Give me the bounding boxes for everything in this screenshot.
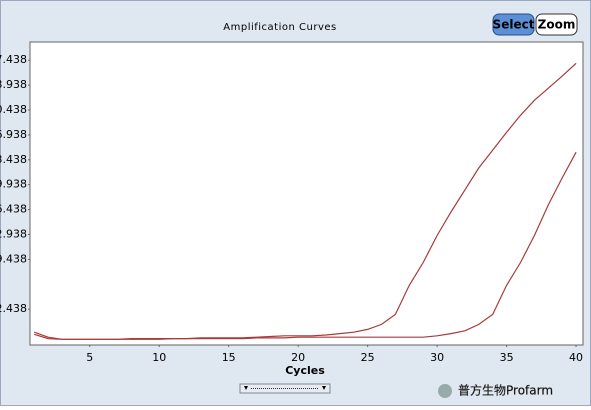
y-tick-label: 16.438 bbox=[0, 203, 27, 216]
chart-title: Amplification Curves bbox=[223, 22, 336, 33]
x-tick-label: 30 bbox=[430, 351, 444, 364]
y-tick-label: 26.938 bbox=[0, 128, 27, 141]
select-button[interactable] bbox=[492, 13, 535, 36]
zoom-button[interactable] bbox=[535, 13, 578, 36]
x-tick-label: 25 bbox=[361, 351, 375, 364]
x-axis-label: Cycles bbox=[285, 364, 325, 377]
y-tick-label: 2.438 bbox=[0, 302, 27, 315]
zoom-label[interactable]: Zoom bbox=[538, 18, 576, 32]
x-tick-label: 20 bbox=[291, 351, 305, 364]
select-label[interactable]: Select bbox=[493, 18, 535, 32]
x-tick-label: 15 bbox=[222, 351, 236, 364]
x-tick-label: 35 bbox=[500, 351, 514, 364]
wechat-icon bbox=[438, 384, 452, 398]
y-tick-label: 12.938 bbox=[0, 227, 27, 240]
x-tick-label: 5 bbox=[86, 351, 93, 364]
plot-area bbox=[29, 41, 584, 346]
y-tick-label: 33.938 bbox=[0, 78, 27, 91]
x-tick-label: 40 bbox=[569, 351, 583, 364]
watermark: 普方生物Profarm bbox=[458, 383, 553, 398]
y-tick-label: 19.938 bbox=[0, 178, 27, 191]
amplification-curve bbox=[34, 151, 577, 340]
plot-lines bbox=[33, 62, 577, 340]
y-tick-label: 23.438 bbox=[0, 153, 27, 166]
y-tick-label: 37.438 bbox=[0, 53, 27, 66]
x-tick-label: 10 bbox=[152, 351, 166, 364]
y-tick-label: 30.438 bbox=[0, 103, 27, 116]
y-tick-label: 9.438 bbox=[0, 252, 27, 265]
